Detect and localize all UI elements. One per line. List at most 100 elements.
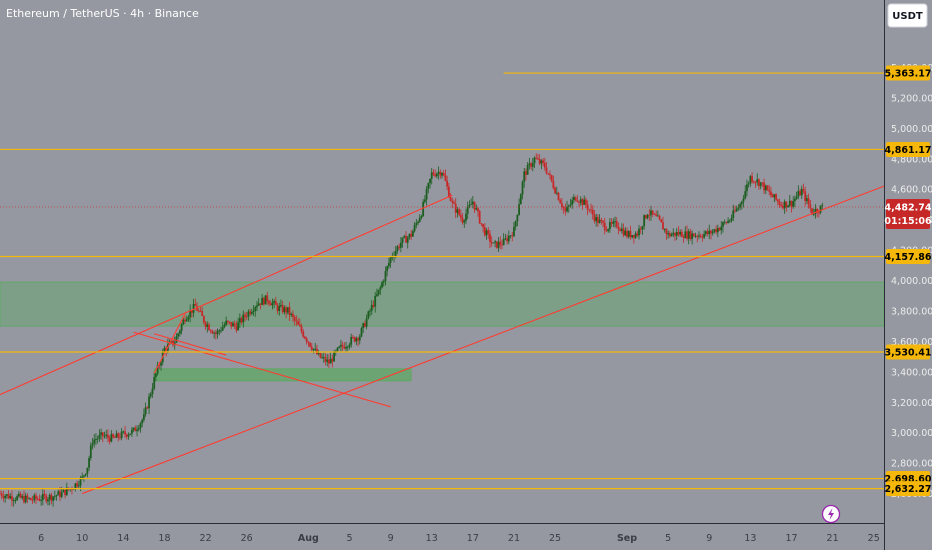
candle-body (16, 496, 19, 500)
candle-body (475, 208, 478, 210)
candle-body (490, 241, 493, 244)
candle-body (79, 477, 82, 486)
candle-body (819, 205, 822, 213)
candle-body (86, 467, 89, 474)
x-axis-tick-label: 14 (117, 533, 129, 544)
candle-body (506, 238, 509, 242)
candle-body (531, 163, 534, 167)
candle-body (519, 194, 522, 205)
candle-body (50, 494, 53, 501)
y-axis-tick-label: 3,600.00 (891, 337, 932, 348)
candle-body (64, 489, 67, 496)
candle-body (749, 176, 752, 184)
trendline (0, 194, 453, 396)
candle-body (4, 495, 7, 499)
candle-body (456, 209, 459, 213)
candle-body (636, 233, 639, 236)
candle-body (761, 182, 764, 184)
candle-body (799, 191, 801, 196)
candle-body (425, 188, 428, 200)
candle-body (615, 221, 618, 227)
candle-body (653, 214, 656, 215)
candle-body (230, 321, 233, 327)
candle-body (434, 174, 437, 177)
candle-body (235, 325, 238, 331)
candle-body (365, 318, 368, 327)
candle-body (247, 311, 250, 317)
candle-body (711, 231, 714, 234)
candle-body (608, 222, 611, 230)
candle-body (60, 492, 63, 497)
candle-body (557, 192, 560, 201)
candle-body (340, 344, 342, 347)
candle-body (355, 338, 358, 342)
candle-body (358, 336, 361, 341)
candle-body (583, 199, 586, 205)
candle-body (770, 191, 772, 196)
lightning-icon[interactable] (821, 504, 841, 524)
y-axis-tick-label: 5,200.00 (891, 93, 932, 104)
candle-body (454, 203, 457, 213)
candle-body (77, 485, 80, 487)
candle-body (328, 359, 330, 364)
candle-body (672, 232, 675, 235)
candle-body (453, 202, 455, 204)
demand-zone (153, 368, 412, 382)
candle-body (730, 217, 733, 221)
currency-label: USDT (892, 11, 923, 22)
candle-body (430, 172, 433, 179)
candle-body (547, 173, 550, 175)
candle-body (423, 199, 426, 202)
candle-body (732, 210, 735, 218)
candle-body (120, 431, 123, 438)
candle-body (381, 282, 383, 288)
candle-body (226, 320, 229, 322)
candle-body (644, 215, 647, 219)
candle-body (221, 326, 224, 331)
candle-body (262, 297, 265, 305)
candle-body (268, 301, 270, 304)
candle-body (775, 194, 777, 200)
candle-body (643, 215, 646, 227)
candle-body (689, 231, 692, 240)
x-axis-tick-label: 13 (426, 533, 438, 544)
candle-body (59, 491, 61, 497)
candle-body (208, 324, 210, 331)
candle-body (555, 192, 558, 194)
currency-button[interactable]: USDT (887, 3, 928, 28)
candle-body (639, 228, 642, 230)
candle-body (382, 280, 385, 283)
candle-body (734, 210, 736, 212)
candle-body (202, 316, 205, 323)
candle-body (417, 221, 419, 224)
candle-body (384, 271, 387, 281)
candle-body (771, 195, 774, 198)
candle-body (242, 314, 245, 323)
candle-body (651, 210, 654, 215)
candle-body (7, 494, 10, 499)
candle-body (329, 358, 332, 364)
candle-body (675, 232, 678, 236)
y-axis-tick-label: 3,400.00 (891, 367, 932, 378)
candle-body (528, 163, 531, 165)
candle-body (357, 338, 359, 341)
candle-body (471, 201, 474, 205)
candle-body (759, 182, 762, 187)
candle-body (814, 208, 817, 214)
candle-body (811, 208, 813, 214)
candle-body (477, 208, 479, 212)
y-axis-tick-label: 4,600.00 (891, 185, 932, 196)
candle-body (444, 175, 447, 181)
candle-body (310, 346, 313, 350)
candle-body (345, 346, 347, 349)
y-axis-tick-label: 3,200.00 (891, 398, 932, 409)
candle-body (146, 407, 149, 409)
candle-body (264, 295, 267, 305)
candle-body (187, 316, 190, 320)
candle-body (713, 229, 716, 232)
candle-body (646, 214, 649, 219)
candle-body (617, 226, 620, 230)
candle-body (494, 241, 497, 243)
